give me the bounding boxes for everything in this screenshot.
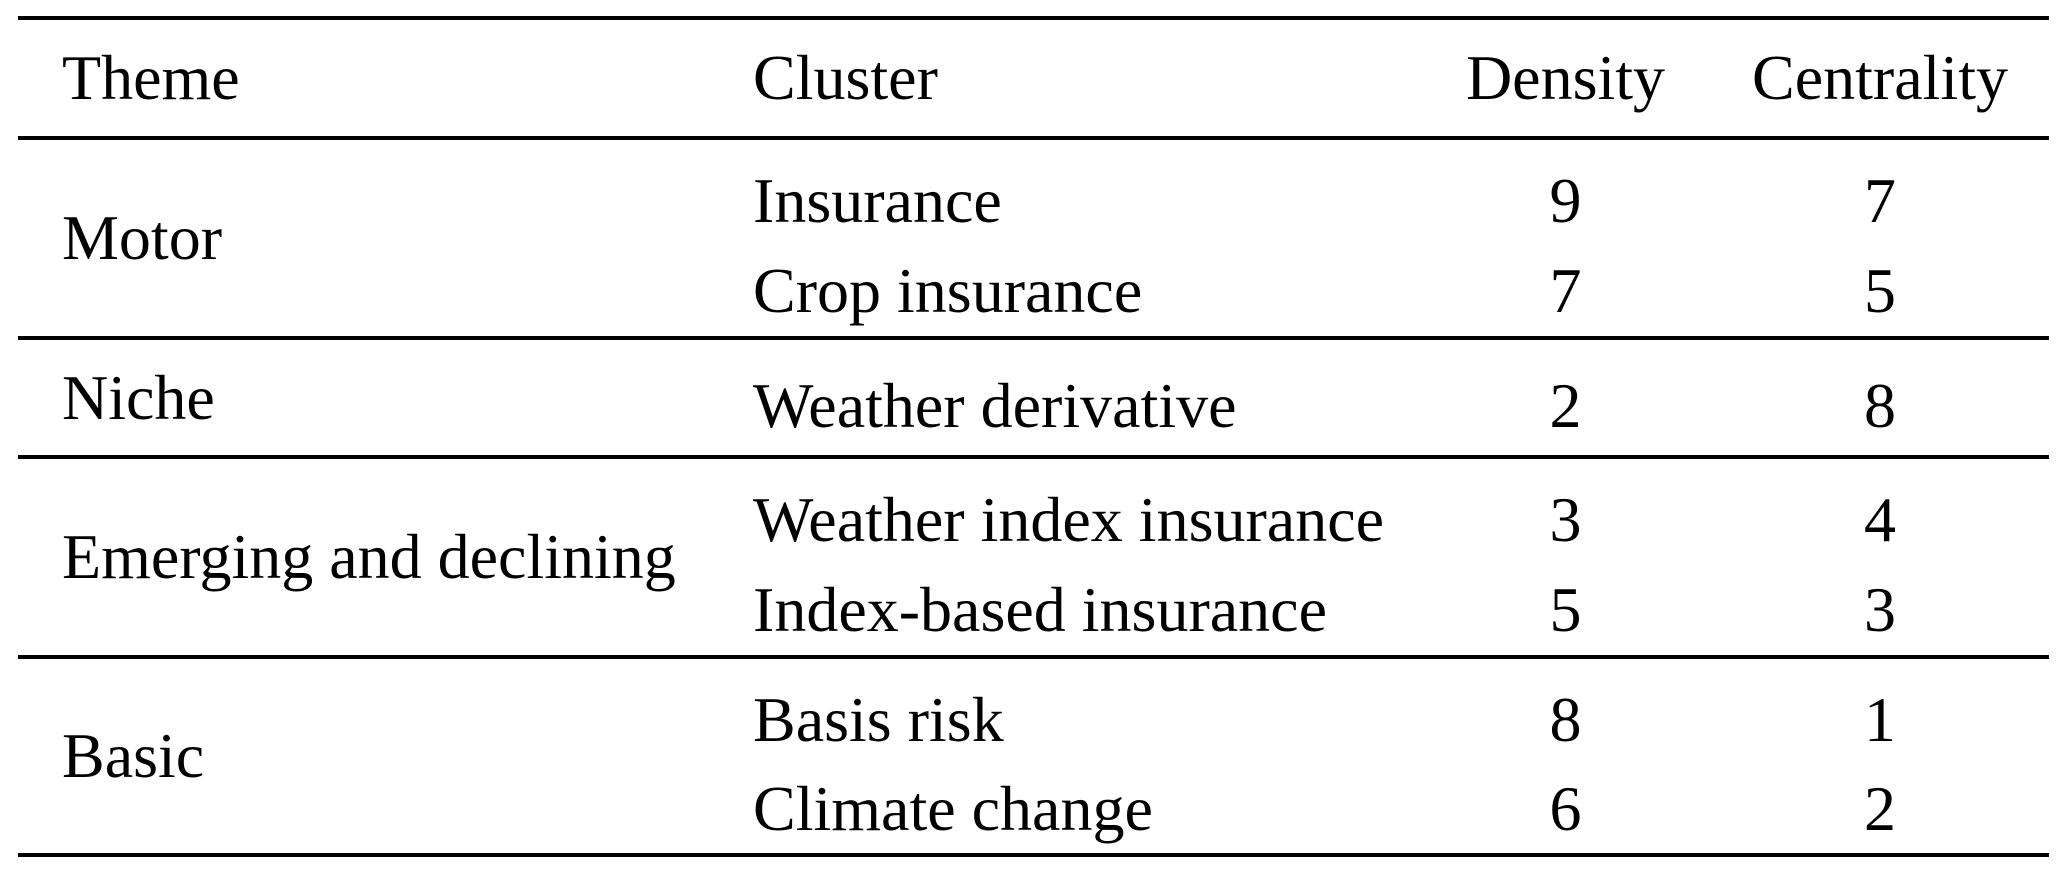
table-row: Weather derivative <box>753 360 1388 452</box>
theme-label: Basic <box>62 720 205 791</box>
density-cells: 3 5 <box>1388 459 1743 655</box>
centrality-value: 4 <box>1864 484 1896 555</box>
column-header-theme-label: Theme <box>62 42 240 113</box>
table-row: Climate change <box>753 764 1388 853</box>
cluster-label: Basis risk <box>753 683 1004 755</box>
table-row: 7 <box>1388 246 1743 336</box>
theme-cell: Basic <box>18 659 753 853</box>
table-row: Basis risk <box>753 675 1388 764</box>
cluster-label: Weather derivative <box>753 369 1237 441</box>
table-row: 5 <box>1388 565 1743 655</box>
table-row: 8 <box>1743 360 2017 452</box>
table-row: 6 <box>1388 764 1743 853</box>
centrality-value: 8 <box>1864 369 1896 441</box>
cluster-label: Weather index insurance <box>753 484 1384 555</box>
column-header-centrality-label: Centrality <box>1752 42 2008 113</box>
column-header-cluster-label: Cluster <box>753 42 938 113</box>
theme-cell: Niche <box>18 340 753 455</box>
strategic-diagram-table: Theme Cluster Density Centrality Motor I… <box>18 16 2049 857</box>
table-row: 8 <box>1388 675 1743 764</box>
table-row: 5 <box>1743 246 2017 336</box>
density-cells: 9 7 <box>1388 140 1743 336</box>
cluster-cells: Insurance Crop insurance <box>753 140 1388 336</box>
table-row: 2 <box>1743 764 2017 853</box>
table-row: 2 <box>1388 360 1743 452</box>
table-section-motor: Motor Insurance Crop insurance 9 7 7 5 <box>18 140 2049 340</box>
cluster-label: Climate change <box>753 772 1153 844</box>
table-row: 1 <box>1743 675 2017 764</box>
table-row: Insurance <box>753 156 1388 246</box>
centrality-value: 5 <box>1864 255 1896 326</box>
density-value: 3 <box>1549 484 1582 555</box>
cluster-label: Index-based insurance <box>753 574 1327 645</box>
centrality-cells: 8 <box>1743 340 2049 455</box>
centrality-value: 2 <box>1864 772 1896 844</box>
centrality-value: 1 <box>1864 683 1896 755</box>
cluster-label: Crop insurance <box>753 255 1143 326</box>
table-row: 4 <box>1743 475 2017 565</box>
cluster-label: Insurance <box>753 165 1002 236</box>
centrality-value: 7 <box>1864 165 1896 236</box>
cluster-cells: Basis risk Climate change <box>753 659 1388 853</box>
centrality-value: 3 <box>1864 574 1896 645</box>
density-value: 7 <box>1549 255 1582 326</box>
theme-label: Emerging and declining <box>62 521 676 592</box>
table-row: Index-based insurance <box>753 565 1388 655</box>
table-section-emerging-and-declining: Emerging and declining Weather index ins… <box>18 459 2049 659</box>
cluster-cells: Weather index insurance Index-based insu… <box>753 459 1388 655</box>
table-header-row: Theme Cluster Density Centrality <box>18 20 2049 140</box>
table-row: 3 <box>1743 565 2017 655</box>
centrality-cells: 7 5 <box>1743 140 2049 336</box>
table-row: 7 <box>1743 156 2017 246</box>
column-header-density-label: Density <box>1465 42 1666 113</box>
column-header-cluster: Cluster <box>753 20 1388 136</box>
density-value: 5 <box>1549 574 1582 645</box>
table-section-basic: Basic Basis risk Climate change 8 6 1 2 <box>18 659 2049 857</box>
cluster-cells: Weather derivative <box>753 340 1388 455</box>
centrality-cells: 4 3 <box>1743 459 2049 655</box>
table-row: Weather index insurance <box>753 475 1388 565</box>
column-header-centrality: Centrality <box>1743 20 2049 136</box>
theme-label: Niche <box>62 361 215 433</box>
column-header-density: Density <box>1388 20 1743 136</box>
density-value: 6 <box>1549 772 1582 844</box>
theme-label: Motor <box>62 202 222 273</box>
table-row: 9 <box>1388 156 1743 246</box>
table-row: 3 <box>1388 475 1743 565</box>
table-row: Crop insurance <box>753 246 1388 336</box>
centrality-cells: 1 2 <box>1743 659 2049 853</box>
density-cells: 2 <box>1388 340 1743 455</box>
theme-cell: Emerging and declining <box>18 459 753 655</box>
density-value: 8 <box>1549 683 1582 755</box>
density-cells: 8 6 <box>1388 659 1743 853</box>
theme-cell: Motor <box>18 140 753 336</box>
density-value: 9 <box>1549 165 1582 236</box>
density-value: 2 <box>1549 369 1582 441</box>
column-header-theme: Theme <box>18 20 753 136</box>
table-section-niche: Niche Weather derivative 2 8 <box>18 340 2049 459</box>
